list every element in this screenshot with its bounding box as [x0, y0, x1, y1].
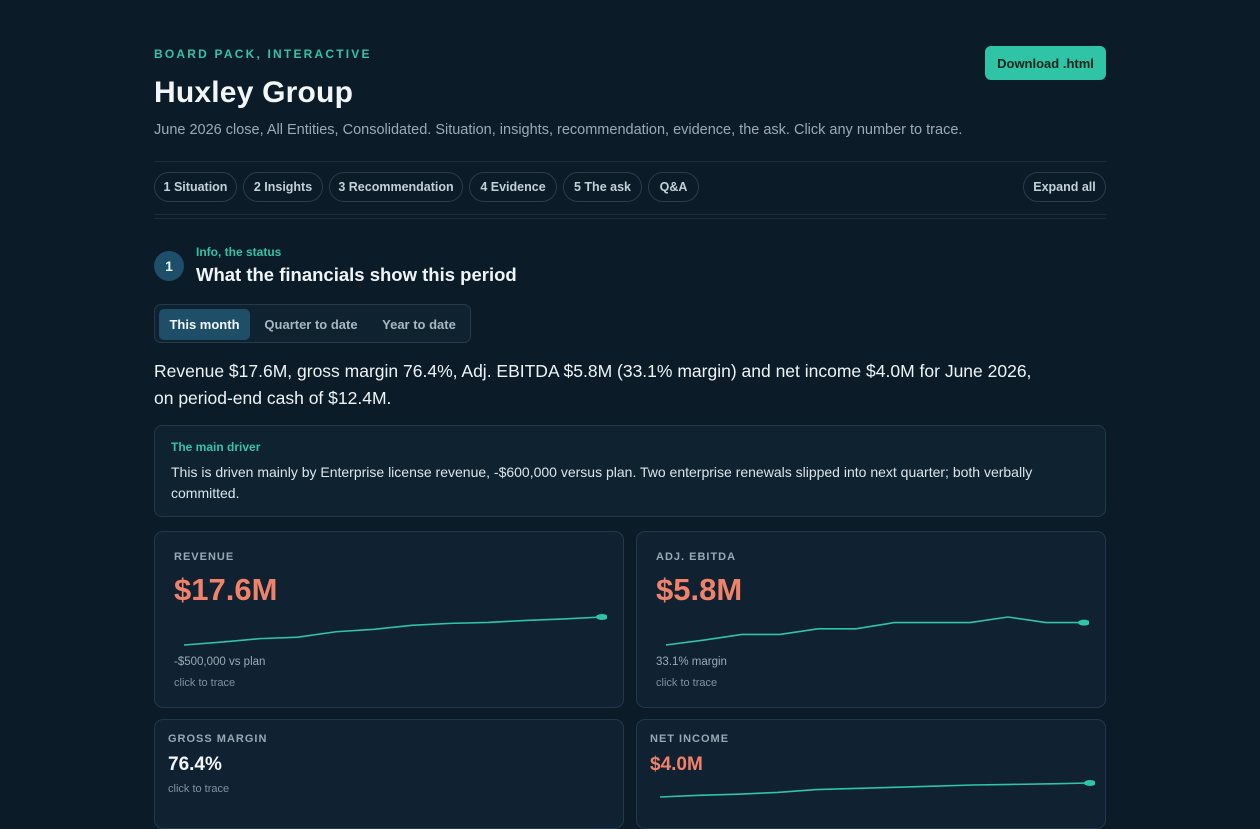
kpi-card-net-income[interactable]: NET INCOME $4.0M: [636, 719, 1106, 829]
tab-insights[interactable]: 2 Insights: [243, 172, 323, 202]
tab-the-ask[interactable]: 5 The ask: [563, 172, 642, 202]
main-driver-label: The main driver: [171, 440, 261, 454]
tab-evidence[interactable]: 4 Evidence: [469, 172, 557, 202]
page-eyebrow: BOARD PACK, INTERACTIVE: [154, 47, 372, 61]
period-this-month[interactable]: This month: [159, 309, 250, 340]
kpi-value[interactable]: $17.6M: [174, 572, 278, 607]
expand-all-button[interactable]: Expand all: [1023, 172, 1106, 202]
sparkline-endpoint: [1078, 619, 1089, 626]
kpi-trace-hint: click to trace: [168, 783, 230, 795]
divider: [154, 218, 1106, 219]
divider: [154, 214, 1106, 215]
main-driver-callout: The main driver This is driven mainly by…: [154, 425, 1106, 517]
section-title: What the financials show this period: [196, 264, 517, 285]
sparkline-path: [659, 782, 1091, 798]
kpi-value[interactable]: $5.8M: [656, 572, 743, 607]
kpi-variance: -$500,000 vs plan: [174, 656, 266, 668]
kpi-card-gross-margin[interactable]: GROSS MARGIN 76.4% click to trace: [154, 719, 624, 829]
kpi-label: REVENUE: [174, 551, 235, 563]
net-income-sparkline: [659, 780, 1095, 798]
tab-recommendation[interactable]: 3 Recommendation: [329, 172, 463, 202]
sparkline-path: [183, 616, 603, 646]
kpi-label: NET INCOME: [650, 733, 730, 745]
sparkline-endpoint: [596, 614, 607, 620]
kpi-value[interactable]: 76.4%: [168, 754, 222, 775]
ebitda-sparkline: [665, 616, 1089, 646]
kpi-label: ADJ. EBITDA: [656, 551, 737, 563]
period-toggle: This month Quarter to date Year to date: [154, 304, 471, 343]
period-year-to-date[interactable]: Year to date: [382, 317, 456, 332]
section-number-badge: 1: [154, 251, 184, 281]
summary-headline[interactable]: Revenue $17.6M, gross margin 76.4%, Adj.…: [154, 361, 1032, 408]
kpi-card-revenue[interactable]: REVENUE $17.6M -$500,000 vs plan click t…: [154, 531, 624, 708]
section-nav: 1 Situation 2 Insights 3 Recommendation …: [154, 172, 1106, 204]
revenue-sparkline: [183, 614, 607, 646]
download-button[interactable]: Download .html: [985, 46, 1106, 80]
page-subtitle: June 2026 close, All Entities, Consolida…: [154, 122, 963, 138]
tab-situation[interactable]: 1 Situation: [154, 172, 237, 202]
kpi-trace-hint: click to trace: [656, 677, 718, 689]
main-driver-text: This is driven mainly by Enterprise lice…: [171, 464, 1033, 501]
kpi-label: GROSS MARGIN: [168, 733, 268, 745]
kpi-card-adj-ebitda[interactable]: ADJ. EBITDA $5.8M 33.1% margin click to …: [636, 531, 1106, 708]
section-eyebrow: Info, the status: [196, 245, 282, 259]
kpi-margin: 33.1% margin: [656, 656, 727, 668]
sparkline-path: [665, 616, 1084, 646]
kpi-trace-hint: click to trace: [174, 677, 236, 689]
period-quarter-to-date[interactable]: Quarter to date: [264, 317, 358, 332]
kpi-value[interactable]: $4.0M: [650, 754, 703, 775]
sparkline-endpoint: [1084, 780, 1095, 786]
divider: [154, 161, 1106, 162]
page-title: Huxley Group: [154, 76, 354, 109]
tab-qa[interactable]: Q&A: [648, 172, 699, 202]
